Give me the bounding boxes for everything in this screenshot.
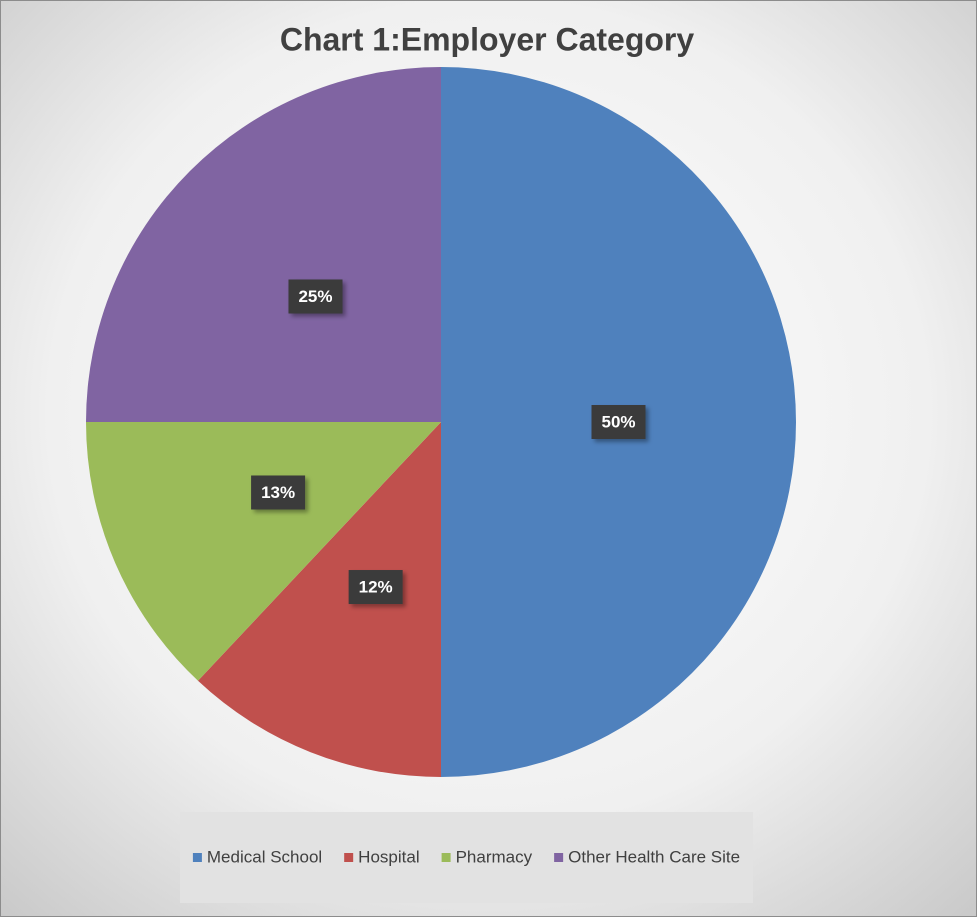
legend-box	[180, 812, 753, 903]
chart-title: Chart 1:Employer Category	[280, 21, 695, 57]
pie-slice	[197, 422, 441, 777]
pie-slice	[86, 67, 441, 422]
legend-swatch	[441, 853, 451, 862]
legend-label: Hospital	[358, 847, 419, 866]
data-label-box	[251, 475, 306, 510]
legend-label: Other Health Care Site	[568, 847, 740, 866]
data-label: 50%	[601, 412, 635, 431]
legend-label: Pharmacy	[456, 847, 533, 866]
data-label: 13%	[261, 483, 295, 502]
legend-swatch	[554, 853, 564, 862]
data-label-box	[348, 570, 403, 605]
legend-swatch	[192, 853, 202, 862]
data-label-box	[591, 405, 646, 439]
legend-label: Medical School	[207, 847, 322, 866]
legend-swatch	[344, 853, 354, 862]
pie-slice	[86, 422, 441, 681]
data-label: 25%	[298, 287, 332, 306]
data-label-box	[288, 279, 343, 314]
data-label: 12%	[359, 578, 393, 597]
